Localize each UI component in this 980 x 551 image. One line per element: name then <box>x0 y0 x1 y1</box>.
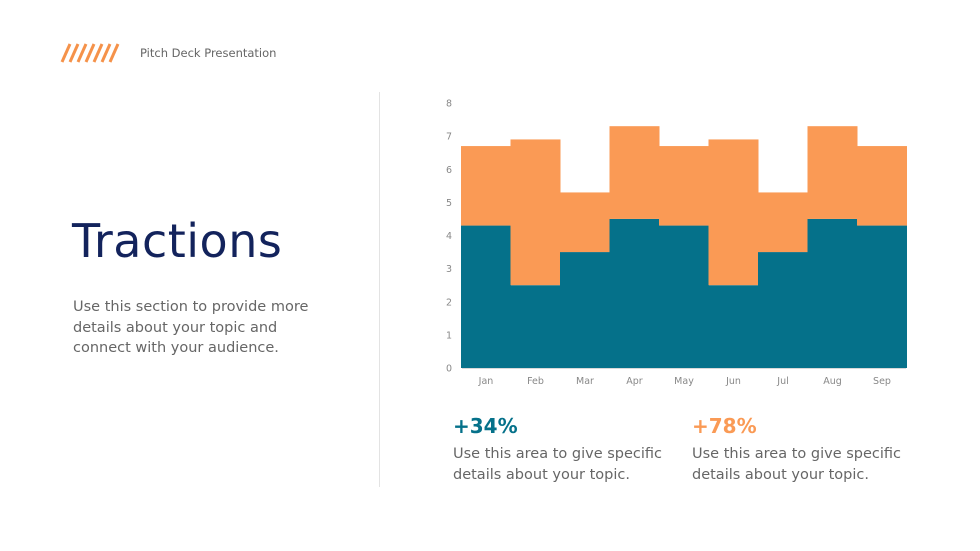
y-tick-label: 2 <box>446 297 452 308</box>
stat-2-value: +78% <box>692 414 757 438</box>
bar-mar-series-2 <box>560 192 610 253</box>
x-tick-label: Jun <box>725 376 741 387</box>
x-tick-label: Jan <box>478 376 494 387</box>
bar-feb-series-1 <box>510 285 561 368</box>
bar-sep-series-2 <box>857 146 907 226</box>
bar-mar-series-1 <box>560 252 610 368</box>
stat-1-text: Use this area to give specific details a… <box>453 446 663 483</box>
y-tick-label: 7 <box>446 132 452 143</box>
x-tick-label: Mar <box>576 376 594 387</box>
y-tick-label: 0 <box>446 364 452 375</box>
y-tick-label: 4 <box>446 231 452 242</box>
bar-sep-series-1 <box>857 225 907 368</box>
description: Use this section to provide more details… <box>73 299 309 356</box>
bar-apr-series-1 <box>609 218 660 368</box>
x-tick-label: Apr <box>626 376 643 387</box>
x-tick-label: Sep <box>873 376 891 387</box>
deck-subtitle: Pitch Deck Presentation <box>140 46 277 60</box>
y-tick-label: 1 <box>446 330 452 341</box>
y-tick-label: 3 <box>446 264 452 275</box>
diagonal-stripes-icon <box>60 43 120 63</box>
y-tick-label: 8 <box>446 99 452 110</box>
x-tick-label: May <box>674 376 694 387</box>
x-tick-label: Jul <box>776 376 788 387</box>
bar-apr-series-2 <box>609 126 660 219</box>
bar-jul-series-1 <box>758 252 808 368</box>
stat-1-value: +34% <box>453 414 518 438</box>
bar-may-series-2 <box>659 146 709 226</box>
bar-aug-series-2 <box>807 126 858 219</box>
bar-jan-series-2 <box>461 146 511 226</box>
bar-jul-series-2 <box>758 192 808 253</box>
bar-jan-series-1 <box>461 225 511 368</box>
divider <box>379 92 380 487</box>
bar-feb-series-2 <box>510 139 561 286</box>
y-tick-label: 6 <box>446 165 452 176</box>
bar-aug-series-1 <box>807 218 858 368</box>
x-tick-label: Aug <box>823 376 842 387</box>
stat-2: +78% Use this area to give specific deta… <box>692 414 912 485</box>
x-tick-label: Feb <box>527 376 544 387</box>
stat-2-text: Use this area to give specific details a… <box>692 446 902 483</box>
bar-jun-series-2 <box>708 139 759 286</box>
page-title: Tractions <box>72 214 283 268</box>
bar-jun-series-1 <box>708 285 759 368</box>
y-tick-label: 5 <box>446 198 452 209</box>
bar-may-series-1 <box>659 225 709 368</box>
stat-1: +34% Use this area to give specific deta… <box>453 414 673 485</box>
